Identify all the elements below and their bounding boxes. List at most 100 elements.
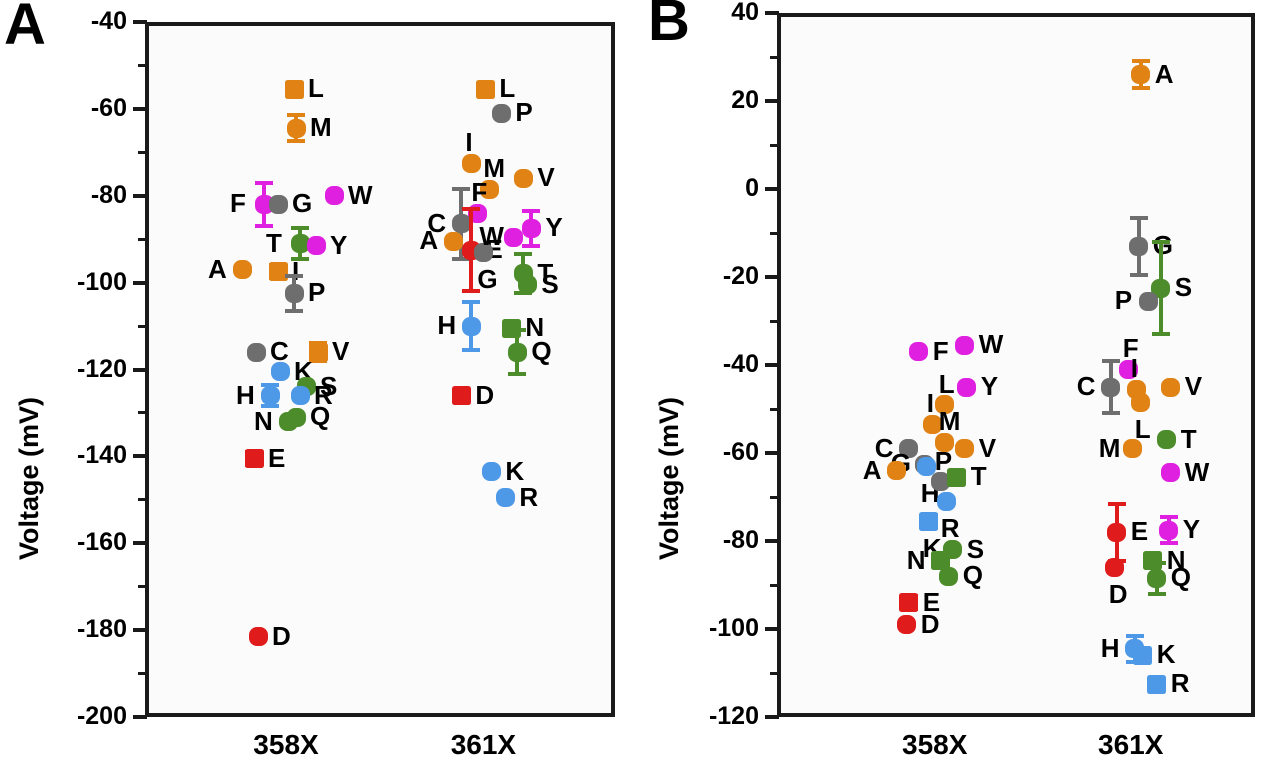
y-tick-minor — [770, 407, 779, 411]
point-label: S — [320, 370, 338, 401]
marker — [286, 407, 306, 427]
marker — [957, 377, 977, 397]
point-label: D — [920, 608, 940, 639]
y-tick-label: -40 — [722, 350, 759, 378]
point-label: T — [970, 461, 987, 492]
point-label: Q — [531, 336, 552, 367]
point-label: Y — [545, 212, 563, 243]
y-tick-label: -100 — [76, 267, 127, 296]
point-label: Q — [1170, 562, 1191, 593]
error-bar-cap — [1129, 272, 1148, 277]
y-tick-label: 40 — [731, 0, 759, 26]
y-tick-major — [133, 20, 147, 24]
marker — [1157, 430, 1177, 450]
marker — [461, 153, 481, 173]
point-label: P — [1114, 285, 1133, 316]
marker — [931, 551, 951, 571]
point-label: G — [477, 264, 498, 295]
marker — [495, 488, 515, 508]
point-label: K — [294, 355, 313, 386]
marker — [887, 461, 907, 481]
y-tick-label: -180 — [76, 615, 127, 644]
marker — [521, 218, 541, 238]
error-bar-cap — [287, 113, 305, 118]
error-bar-cap — [1151, 239, 1170, 244]
y-tick-major — [133, 715, 147, 719]
error-bar-cap — [1101, 358, 1120, 363]
point-label: N — [906, 544, 926, 575]
point-label: L — [1134, 414, 1151, 445]
marker — [899, 439, 919, 459]
y-tick-major — [133, 106, 147, 111]
marker — [923, 414, 943, 434]
point-label: Q — [310, 401, 331, 432]
y-tick-major — [765, 99, 779, 103]
y-tick-minor — [138, 585, 147, 589]
error-bar-cap — [462, 206, 481, 211]
point-label: F — [932, 335, 949, 366]
point-label: R — [314, 379, 333, 410]
marker — [232, 260, 252, 280]
y-tick-label: -120 — [708, 702, 759, 730]
y-tick-major — [765, 539, 779, 543]
point-label: V — [537, 162, 555, 193]
error-bar-cap — [291, 256, 309, 261]
y-tick-label: -100 — [708, 614, 759, 642]
point-label: I — [465, 127, 473, 158]
y-tick-minor — [138, 63, 147, 67]
error-bar-cap — [514, 252, 533, 257]
point-label: E — [268, 442, 286, 473]
point-label: A — [208, 253, 227, 284]
error-bar-cap — [522, 243, 541, 248]
error-bar-cap — [1131, 85, 1150, 90]
error-bar-cap — [1125, 633, 1144, 638]
y-tick-minor — [770, 55, 779, 59]
marker — [1105, 557, 1125, 577]
marker — [481, 462, 501, 482]
error-bar-cap — [255, 180, 273, 185]
y-tick-label: -120 — [76, 354, 127, 383]
point-label: K — [1156, 639, 1176, 670]
y-tick-minor — [770, 143, 779, 147]
marker — [919, 511, 939, 531]
marker — [917, 456, 937, 476]
error-bar-cap — [1129, 215, 1148, 220]
marker — [451, 386, 471, 406]
marker — [507, 342, 527, 362]
marker — [290, 386, 310, 406]
marker — [443, 231, 463, 251]
y-tick-major — [133, 367, 147, 372]
point-label: Y — [980, 371, 999, 401]
point-label: F — [471, 177, 488, 208]
marker — [1161, 463, 1181, 483]
marker — [475, 79, 495, 99]
marker — [1139, 291, 1159, 311]
marker — [1119, 359, 1139, 379]
y-tick-major — [133, 280, 147, 285]
point-label: R — [1170, 668, 1190, 698]
point-label: C — [427, 207, 447, 238]
error-bar-cap — [508, 328, 527, 333]
marker — [246, 342, 266, 362]
marker — [947, 467, 967, 487]
y-tick-minor — [770, 231, 779, 235]
error-bar-cap — [285, 274, 303, 279]
point-label: V — [1184, 371, 1203, 401]
marker — [324, 186, 344, 206]
point-label: M — [310, 112, 332, 143]
y-tick-minor — [138, 498, 147, 502]
error-bar-cap — [1147, 561, 1166, 565]
point-label: L — [499, 73, 516, 104]
x-tick-label: 361X — [450, 729, 517, 760]
point-label: M — [1098, 432, 1121, 463]
marker — [248, 627, 268, 647]
marker — [1101, 377, 1121, 397]
y-tick-label: -140 — [76, 441, 127, 470]
point-label: T — [537, 257, 554, 288]
panel-a-letter: A — [4, 0, 46, 57]
y-tick-minor — [138, 411, 147, 415]
point-label: L — [308, 73, 324, 104]
x-tick-label: 361X — [1098, 729, 1164, 760]
error-bar-cap — [261, 382, 279, 387]
point-label: D — [475, 379, 495, 410]
